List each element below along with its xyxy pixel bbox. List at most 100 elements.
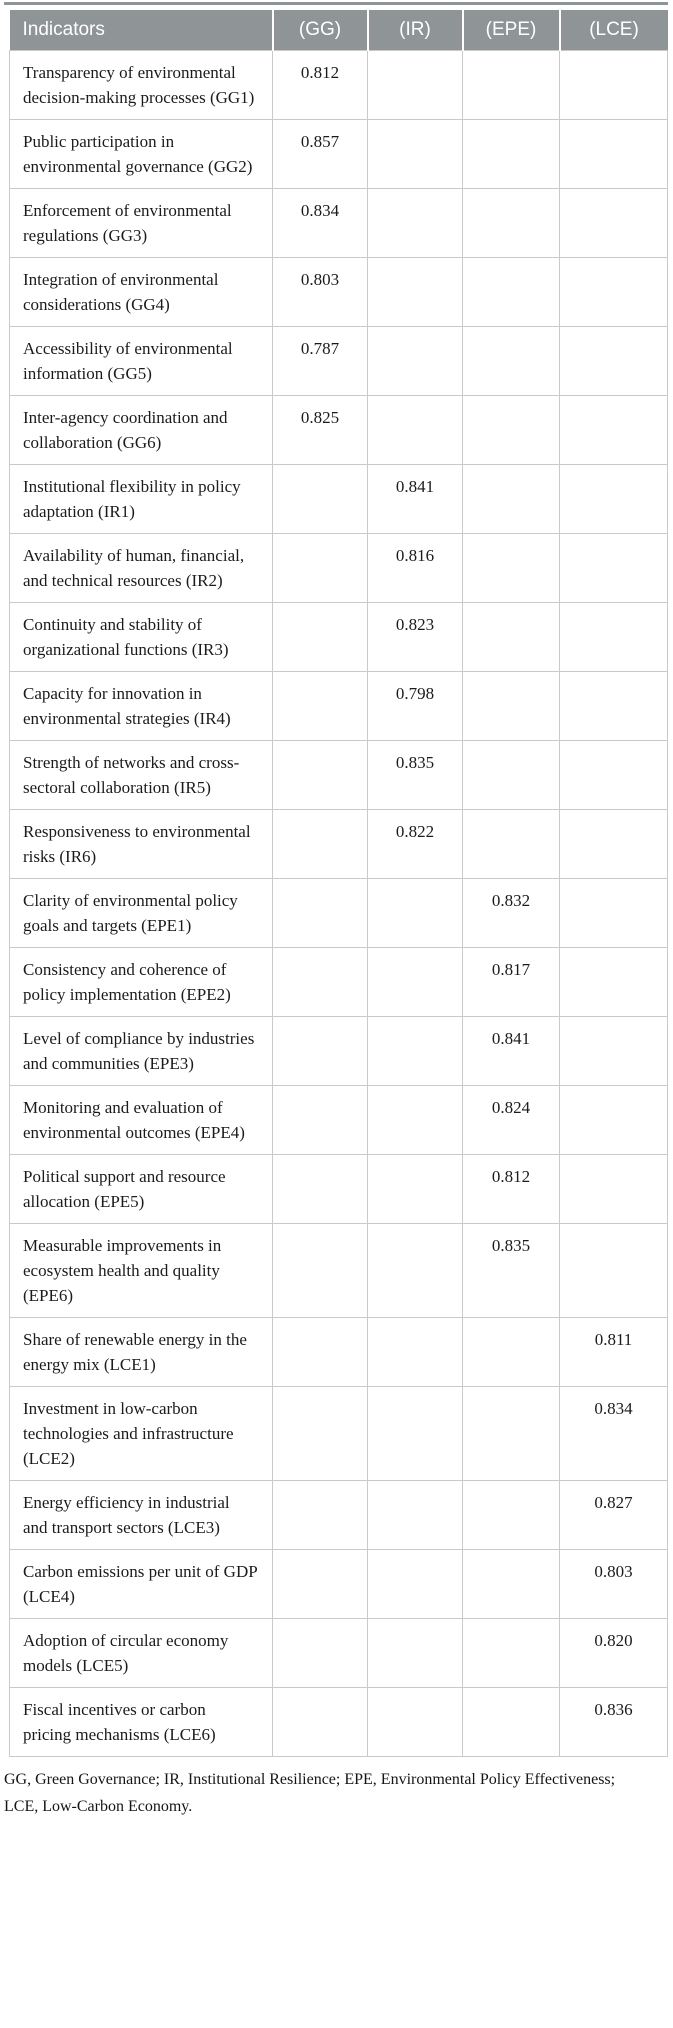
table-footnote: GG, Green Governance; IR, Institutional … bbox=[4, 1771, 616, 1815]
loading-cell-epe bbox=[462, 188, 560, 258]
loading-cell-epe bbox=[462, 257, 560, 327]
table-row: Energy efficiency in industrial and tran… bbox=[9, 1480, 668, 1550]
column-header-gg: (GG) bbox=[271, 10, 368, 51]
loading-cell-lce bbox=[559, 947, 668, 1017]
loading-cell-gg bbox=[272, 1085, 368, 1155]
table-row: Carbon emissions per unit of GDP (LCE4) 0… bbox=[9, 1549, 668, 1619]
loading-cell-gg bbox=[272, 947, 368, 1017]
loading-cell-lce bbox=[559, 878, 668, 948]
loading-cell-epe bbox=[462, 1480, 560, 1550]
loading-cell-gg bbox=[272, 1386, 368, 1481]
loading-cell-lce bbox=[559, 464, 668, 534]
loading-cell-epe: 0.817 bbox=[462, 947, 560, 1017]
table-row: Clarity of environmental policy goals an… bbox=[9, 878, 668, 948]
table-row: Public participation in environmental go… bbox=[9, 119, 668, 189]
indicator-cell: Clarity of environmental policy goals an… bbox=[9, 878, 273, 948]
loading-cell-gg bbox=[272, 1016, 368, 1086]
loading-cell-gg bbox=[272, 602, 368, 672]
indicator-cell: Public participation in environmental go… bbox=[9, 119, 273, 189]
indicator-cell: Integration of environmental considerati… bbox=[9, 257, 273, 327]
loading-cell-ir: 0.822 bbox=[367, 809, 463, 879]
table-row: Accessibility of environmental informati… bbox=[9, 326, 668, 396]
loading-cell-ir bbox=[367, 878, 463, 948]
loading-cell-ir: 0.841 bbox=[367, 464, 463, 534]
loading-cell-epe bbox=[462, 809, 560, 879]
loading-cell-lce bbox=[559, 1223, 668, 1318]
loading-cell-ir bbox=[367, 119, 463, 189]
loading-cell-lce bbox=[559, 1154, 668, 1224]
loading-cell-gg: 0.825 bbox=[272, 395, 368, 465]
loading-cell-lce bbox=[559, 119, 668, 189]
loading-cell-ir bbox=[367, 1154, 463, 1224]
loading-cell-ir bbox=[367, 1480, 463, 1550]
loading-cell-lce bbox=[559, 50, 668, 120]
loading-cell-epe bbox=[462, 1386, 560, 1481]
loading-cell-gg bbox=[272, 740, 368, 810]
loading-cell-epe: 0.824 bbox=[462, 1085, 560, 1155]
loading-cell-lce bbox=[559, 188, 668, 258]
loading-cell-lce bbox=[559, 395, 668, 465]
table-header: Indicators (GG) (IR) (EPE) (LCE) bbox=[9, 10, 668, 51]
loading-cell-lce bbox=[559, 602, 668, 672]
loading-cell-gg bbox=[272, 1317, 368, 1387]
loading-cell-ir bbox=[367, 50, 463, 120]
loading-cell-ir bbox=[367, 1085, 463, 1155]
loading-cell-epe: 0.841 bbox=[462, 1016, 560, 1086]
column-header-epe: (EPE) bbox=[461, 10, 560, 51]
factor-loadings-table: Indicators (GG) (IR) (EPE) (LCE) Transpa… bbox=[9, 10, 668, 1757]
indicator-cell: Transparency of environmental decision-m… bbox=[9, 50, 273, 120]
loading-cell-lce: 0.811 bbox=[559, 1317, 668, 1387]
table-row: Adoption of circular economy models (LCE… bbox=[9, 1618, 668, 1688]
loading-cell-epe bbox=[462, 533, 560, 603]
indicator-cell: Responsiveness to environmental risks (I… bbox=[9, 809, 273, 879]
loading-cell-gg bbox=[272, 1480, 368, 1550]
table-row: Level of compliance by industries and co… bbox=[9, 1016, 668, 1086]
indicator-cell: Measurable improvements in ecosystem hea… bbox=[9, 1223, 273, 1318]
loading-cell-ir: 0.798 bbox=[367, 671, 463, 741]
table-body: Transparency of environmental decision-m… bbox=[9, 50, 668, 1757]
loading-cell-ir bbox=[367, 257, 463, 327]
loading-cell-gg: 0.834 bbox=[272, 188, 368, 258]
indicator-cell: Availability of human, financial, and te… bbox=[9, 533, 273, 603]
loading-cell-ir bbox=[367, 326, 463, 396]
loading-cell-epe bbox=[462, 395, 560, 465]
indicator-cell: Consistency and coherence of policy impl… bbox=[9, 947, 273, 1017]
indicator-cell: Level of compliance by industries and co… bbox=[9, 1016, 273, 1086]
loading-cell-epe bbox=[462, 1618, 560, 1688]
table-row: Monitoring and evaluation of environment… bbox=[9, 1085, 668, 1155]
table-row: Capacity for innovation in environmental… bbox=[9, 671, 668, 741]
indicator-cell: Enforcement of environmental regulations… bbox=[9, 188, 273, 258]
column-header-lce: (LCE) bbox=[558, 10, 668, 51]
loading-cell-epe: 0.835 bbox=[462, 1223, 560, 1318]
loading-cell-lce bbox=[559, 809, 668, 879]
loading-cell-epe bbox=[462, 464, 560, 534]
indicator-cell: Carbon emissions per unit of GDP (LCE4) bbox=[9, 1549, 273, 1619]
loading-cell-epe bbox=[462, 326, 560, 396]
loading-cell-gg bbox=[272, 533, 368, 603]
column-header-indicators: Indicators bbox=[9, 10, 273, 51]
loading-cell-lce bbox=[559, 257, 668, 327]
loading-cell-gg: 0.857 bbox=[272, 119, 368, 189]
loading-cell-gg bbox=[272, 1618, 368, 1688]
loading-cell-lce bbox=[559, 533, 668, 603]
loading-cell-epe bbox=[462, 50, 560, 120]
indicator-cell: Accessibility of environmental informati… bbox=[9, 326, 273, 396]
loading-cell-lce: 0.820 bbox=[559, 1618, 668, 1688]
loading-cell-ir bbox=[367, 1687, 463, 1757]
indicator-cell: Monitoring and evaluation of environment… bbox=[9, 1085, 273, 1155]
loading-cell-epe: 0.832 bbox=[462, 878, 560, 948]
column-header-ir: (IR) bbox=[366, 10, 463, 51]
indicator-cell: Capacity for innovation in environmental… bbox=[9, 671, 273, 741]
loading-cell-epe bbox=[462, 1687, 560, 1757]
table-row: Share of renewable energy in the energy … bbox=[9, 1317, 668, 1387]
header-row: Indicators (GG) (IR) (EPE) (LCE) bbox=[9, 10, 668, 51]
loading-cell-lce bbox=[559, 1016, 668, 1086]
loading-cell-epe bbox=[462, 119, 560, 189]
loading-cell-lce: 0.827 bbox=[559, 1480, 668, 1550]
loading-cell-ir bbox=[367, 1223, 463, 1318]
indicator-cell: Inter-agency coordination and collaborat… bbox=[9, 395, 273, 465]
indicator-cell: Continuity and stability of organization… bbox=[9, 602, 273, 672]
table-top-rule bbox=[4, 2, 668, 5]
loading-cell-lce bbox=[559, 671, 668, 741]
table-row: Inter-agency coordination and collaborat… bbox=[9, 395, 668, 465]
